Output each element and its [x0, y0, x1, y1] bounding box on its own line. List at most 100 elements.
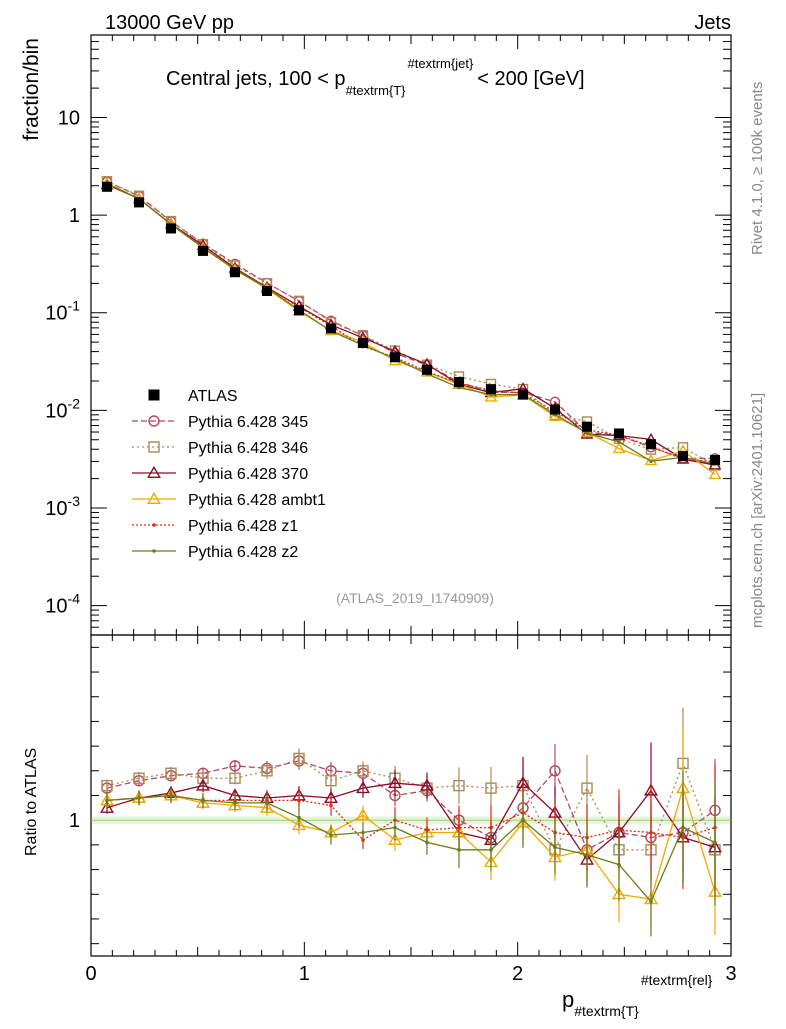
atlas-data-point [678, 451, 688, 462]
series-point-ratio [361, 830, 365, 835]
legend-entry: Pythia 6.428 370 [132, 465, 308, 483]
atlas-data-point [102, 181, 112, 192]
series-point-ratio [100, 800, 114, 813]
y-tick-label-top: 10-3 [45, 493, 80, 520]
series-point-ratio [201, 798, 205, 803]
series-point-ratio [292, 817, 306, 831]
series-point-ratio [681, 825, 685, 830]
y-tick-label-top: 10 [58, 108, 80, 130]
series-point-ratio [356, 780, 370, 794]
series-point-ratio [229, 760, 241, 772]
series-point-ratio [713, 840, 717, 845]
atlas-data-point [422, 364, 432, 375]
atlas-data-point [390, 352, 400, 363]
series-point-top [585, 431, 589, 435]
series-point-ratio [329, 803, 333, 808]
legend-label: Pythia 6.428 z1 [188, 518, 298, 535]
rivet-version-label: Rivet 4.1.0, ≥ 100k events [749, 82, 766, 255]
x-axis-label-sub: #textrm{T} [574, 1003, 639, 1019]
analysis-id-watermark: (ATLAS_2019_I1740909) [336, 590, 494, 606]
legend-label: Pythia 6.428 ambt1 [188, 492, 326, 509]
atlas-data-point [134, 197, 144, 208]
legend-marker [147, 491, 161, 505]
bottom-panel-frame [90, 634, 732, 957]
legend-entry: Pythia 6.428 346 [132, 440, 308, 457]
x-tick-label: 2 [512, 963, 523, 985]
atlas-data-point [230, 267, 240, 278]
legend-marker-atlas [148, 389, 160, 401]
ratio-reference-layer [91, 816, 731, 824]
atlas-data-point [486, 384, 496, 395]
x-tick-label: 3 [725, 963, 736, 985]
series-point-ratio [649, 830, 653, 835]
series-point-ratio [265, 801, 269, 805]
atlas-data-point [582, 421, 592, 432]
series-point-top [617, 440, 621, 444]
atlas-data-point [198, 245, 208, 256]
series-point-ratio [393, 825, 397, 830]
legend-marker [152, 549, 156, 553]
legend-label: Pythia 6.428 z2 [188, 544, 298, 561]
x-axis-label: p#textrm{T}#textrm{rel} [562, 972, 713, 1019]
series-point-ratio [101, 779, 113, 792]
legend-label: Pythia 6.428 345 [188, 414, 308, 431]
series-point-ratio [229, 772, 241, 784]
series-point-ratio [617, 862, 621, 867]
legend-label: Pythia 6.428 346 [188, 440, 308, 457]
series-point-ratio [356, 808, 370, 821]
series-point-top [484, 390, 498, 402]
series-point-ratio [553, 845, 557, 850]
header-left-label: 13000 GeV pp [105, 12, 234, 34]
series-line-top [106, 182, 716, 465]
legend-marker [147, 465, 161, 479]
series-point-top [612, 441, 626, 454]
y-axis-label-bottom: Ratio to ATLAS [23, 748, 40, 856]
header-right-label: Jets [694, 12, 731, 34]
legend-marker [148, 441, 160, 453]
series-point-ratio [260, 800, 274, 813]
atlas-data-point [326, 323, 336, 334]
chart-title-tail: < 200 [GeV] [477, 68, 584, 90]
series-point-ratio [457, 825, 461, 830]
ratio-series-layer [100, 707, 722, 937]
chart-title-sup: #textrm{jet} [408, 56, 474, 71]
legend-entry: Pythia 6.428 z2 [132, 544, 298, 561]
series-point-ratio [549, 765, 561, 777]
atlas-data-point [646, 439, 656, 450]
series-point-ratio [649, 899, 653, 904]
series-point-ratio [425, 840, 429, 845]
atlas-data-point [518, 389, 528, 400]
legend-marker [152, 523, 156, 527]
top-panel-frame [90, 34, 732, 636]
y-tick-label-top: 1 [69, 205, 80, 227]
series-point-ratio [388, 832, 402, 845]
series-point-top [649, 459, 653, 464]
legend-entry: Pythia 6.428 345 [132, 414, 308, 431]
atlas-data-point [294, 305, 304, 316]
series-point-ratio [489, 825, 493, 830]
series-line-top [106, 182, 716, 462]
top-series-layer [100, 176, 722, 480]
atlas-data-point [710, 455, 720, 466]
series-point-ratio [329, 833, 333, 837]
atlas-data-point [550, 404, 560, 415]
legend: ATLAS Pythia 6.428 345 Pythia 6.428 346 Pyt… [132, 388, 326, 561]
series-point-ratio [357, 765, 369, 777]
axes-layer: 0 1 2 3 10-4 10-3 10-2 10-1 1 10 1 [45, 34, 737, 985]
series-line-ratio [106, 757, 716, 852]
legend-label: Pythia 6.428 370 [188, 466, 308, 483]
series-point-ratio [297, 815, 301, 820]
x-tick-label: 1 [299, 963, 310, 985]
series-point-ratio [581, 782, 593, 794]
y-tick-label-top: 10-1 [45, 298, 80, 325]
chart-title: Central jets, 100 < p#textrm{T}#textrm{j… [166, 56, 585, 98]
series-point-ratio [388, 775, 402, 789]
series-line-ratio [106, 785, 716, 900]
series-point-ratio [485, 782, 497, 794]
legend-entry: Pythia 6.428 ambt1 [132, 491, 326, 509]
series-point-ratio [325, 774, 337, 787]
y-tick-label-top: 10-2 [45, 395, 80, 422]
series-point-ratio [453, 779, 465, 792]
series-point-ratio [489, 848, 493, 852]
